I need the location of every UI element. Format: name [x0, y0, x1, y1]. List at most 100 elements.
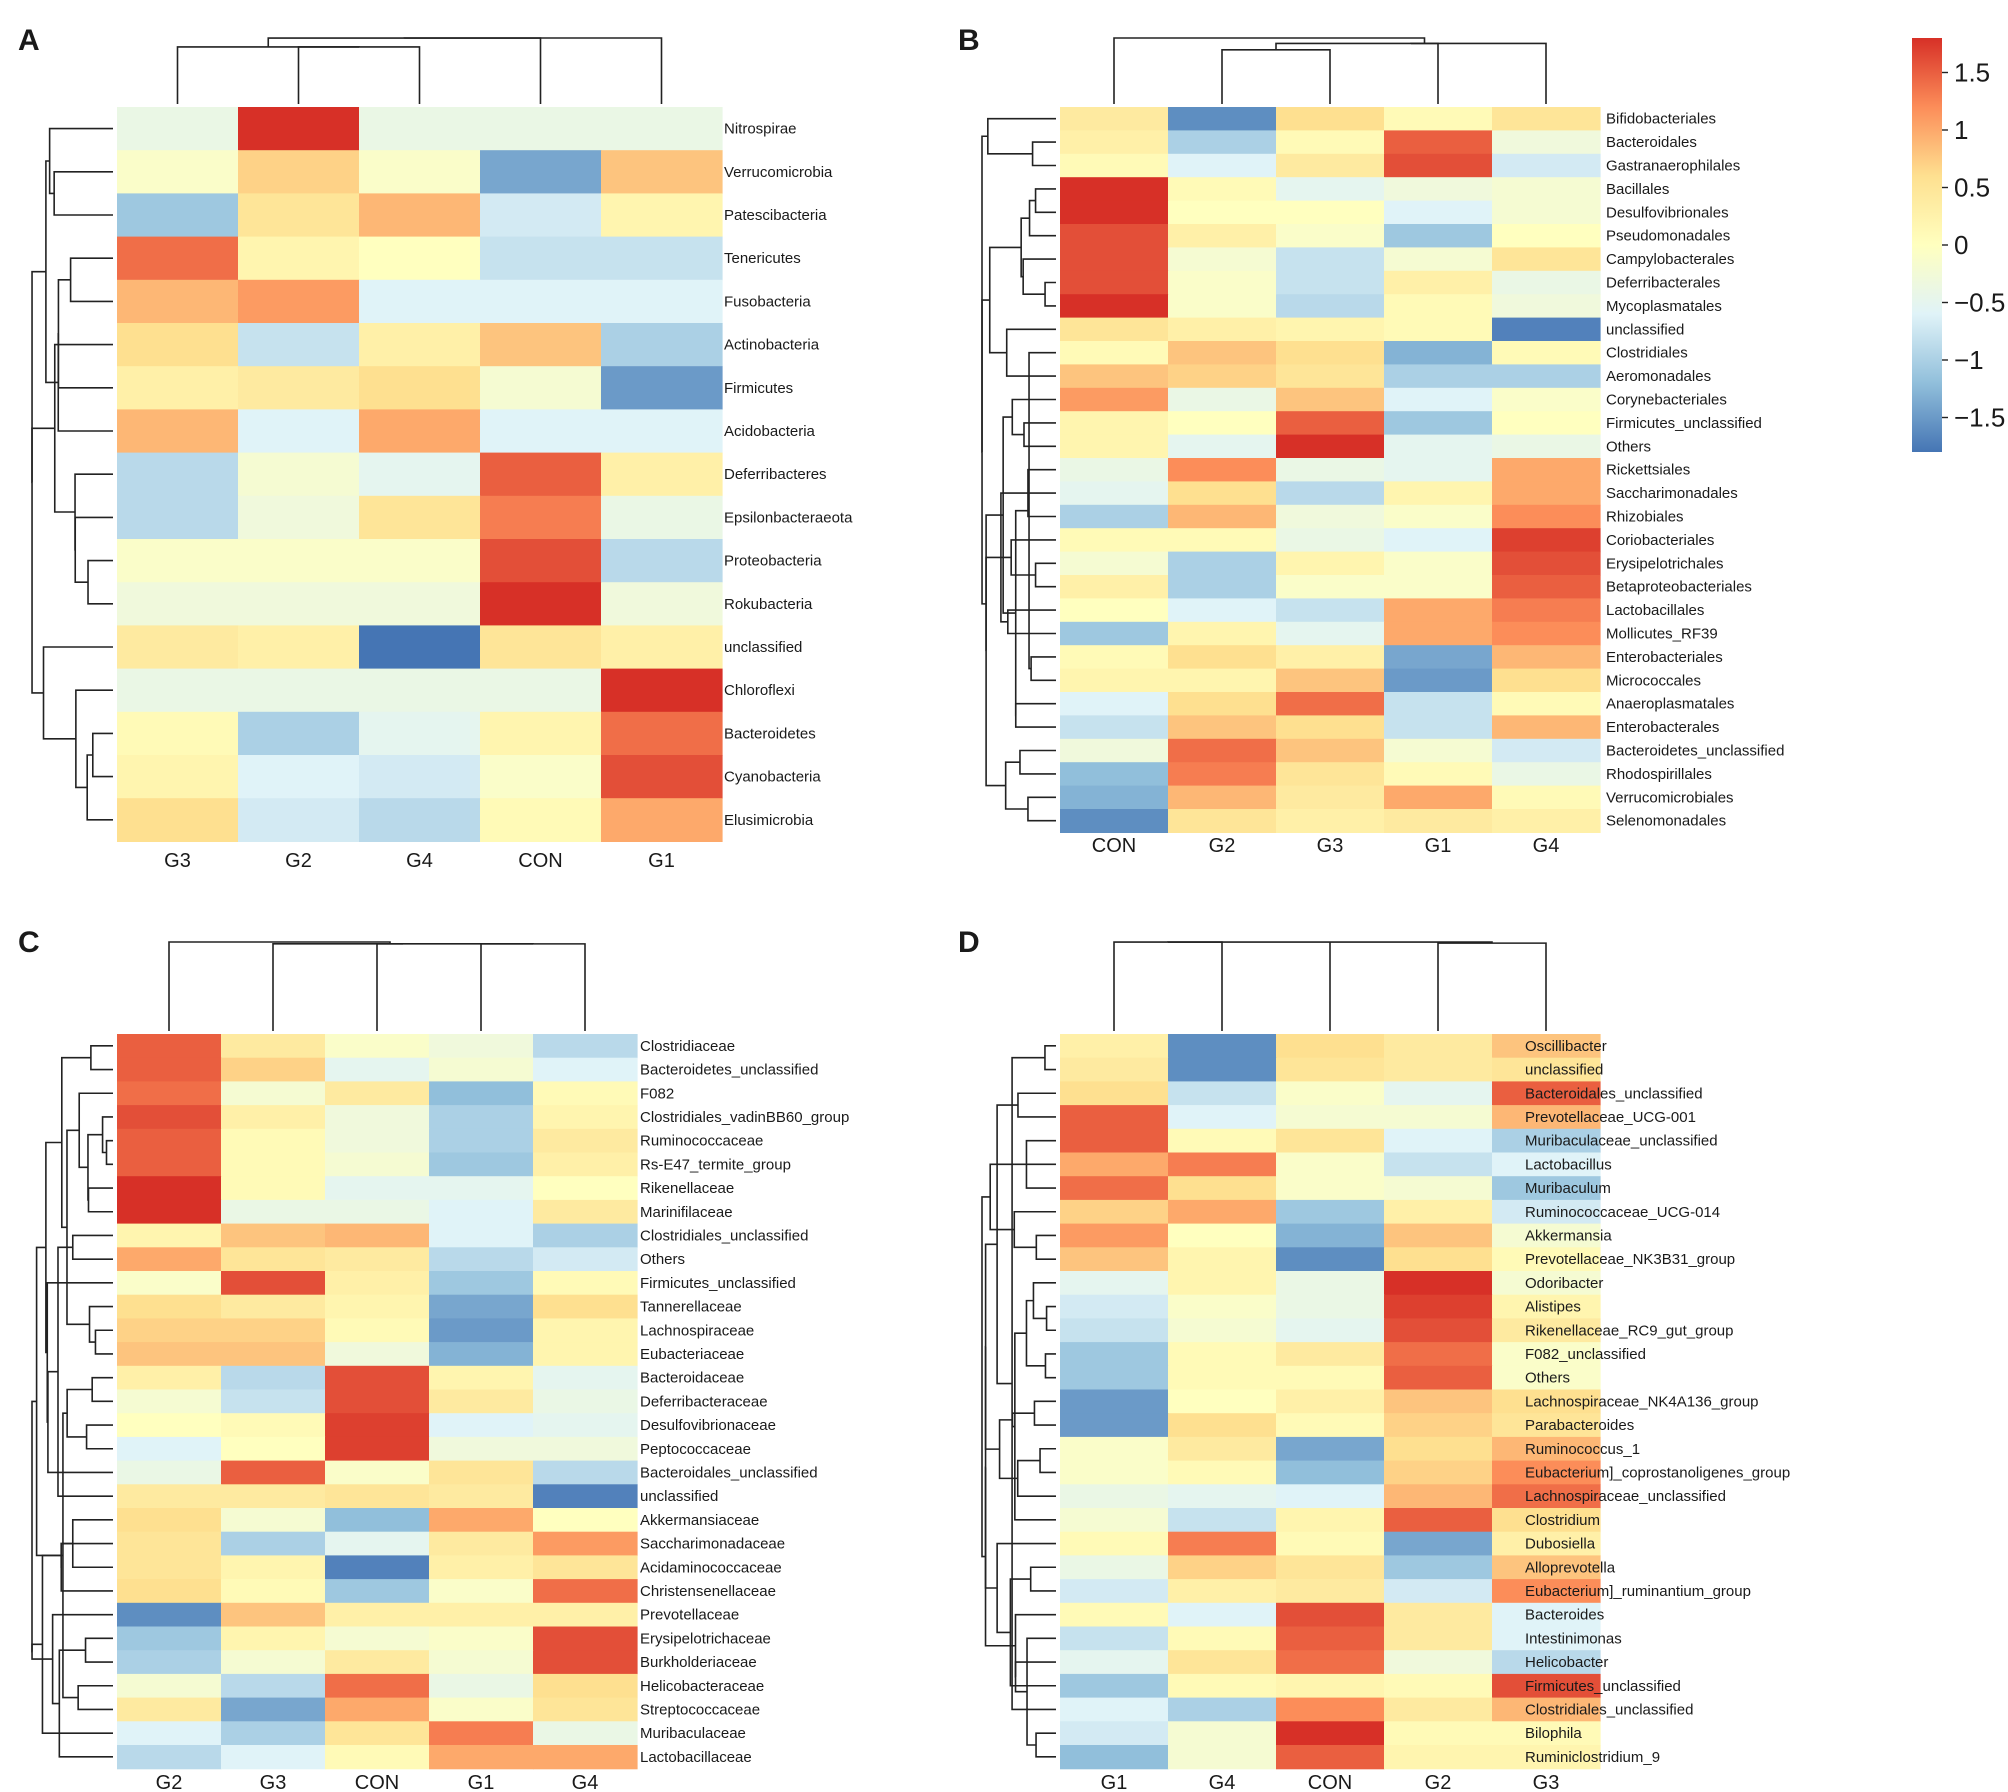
heatmap-cell [1168, 1318, 1277, 1343]
row-label: Akkermansiaceae [640, 1512, 759, 1529]
row-label: Micrococcales [1606, 672, 1701, 689]
heatmap-cell [117, 1436, 222, 1462]
heatmap-cell [1492, 1176, 1601, 1201]
dendrogram-branch [984, 1466, 1016, 1647]
row-label: Alloprevotella [1525, 1559, 1616, 1576]
heatmap-cell [325, 1152, 430, 1177]
heatmap-cell [1492, 1745, 1601, 1770]
row-label: Erysipelotrichaceae [640, 1630, 771, 1647]
row-label: Selenomonadales [1606, 813, 1726, 830]
heatmap-cell [429, 1223, 534, 1248]
heatmap-cell [221, 1342, 326, 1367]
dendrogram-branch [1030, 656, 1056, 682]
row-label: Rokubacteria [724, 596, 813, 613]
heatmap-cell [1060, 809, 1169, 833]
heatmap-cell [1060, 341, 1169, 365]
row-label: Ruminococcaceae_UCG-014 [1525, 1204, 1720, 1221]
heatmap-cell [480, 711, 602, 756]
heatmap-cell [1168, 1199, 1277, 1225]
dendrogram-branch [86, 754, 113, 821]
heatmap-cell [533, 1199, 638, 1225]
heatmap-cell [1492, 1460, 1601, 1485]
heatmap-cell [1060, 1057, 1169, 1082]
heatmap-cell [533, 1247, 638, 1272]
heatmap-cell [1276, 1389, 1385, 1414]
heatmap-cell [1276, 809, 1385, 833]
heatmap-cell [117, 107, 239, 151]
heatmap-cell [1060, 551, 1169, 576]
heatmap-cell [1276, 715, 1385, 740]
row-label: Clostridium [1525, 1512, 1600, 1529]
heatmap-cell [1276, 528, 1385, 553]
row-label: Eubacteriaceae [640, 1346, 744, 1363]
row-dendrogram [981, 117, 1056, 822]
heatmap-cell [1276, 1626, 1385, 1651]
heatmap-cell [1384, 1247, 1493, 1272]
heatmap-cell [1276, 317, 1385, 342]
heatmap-cell [325, 1128, 430, 1154]
heatmap-cell [325, 1460, 430, 1485]
heatmap-cell [601, 582, 723, 626]
heatmap-cell [1492, 1626, 1601, 1651]
heatmap-cell [238, 452, 360, 497]
row-label: Bacteroidaceae [640, 1370, 744, 1387]
heatmap-cell [359, 323, 481, 367]
heatmap-cell [1492, 504, 1601, 529]
heatmap-cell [238, 366, 360, 410]
heatmap-cell [1060, 1650, 1169, 1675]
heatmap-cell [1060, 621, 1169, 646]
heatmap-cell [1384, 1721, 1493, 1746]
heatmap-cell [1384, 645, 1493, 670]
heatmap-cell [221, 1365, 326, 1391]
heatmap-cell [429, 1271, 534, 1296]
heatmap-cell [1168, 1508, 1277, 1533]
heatmap-cell [117, 755, 239, 799]
heatmap-cell [1384, 341, 1493, 365]
heatmap-cell [1492, 1271, 1601, 1296]
row-label: Rhodospirillales [1606, 766, 1712, 783]
heatmap-cell [1168, 668, 1277, 693]
dendrogram-branch [987, 117, 1056, 155]
heatmap-cell [1384, 411, 1493, 436]
heatmap-cell [1276, 1223, 1385, 1248]
heatmap-cell [1168, 809, 1277, 833]
dendrogram-branch [1025, 1299, 1046, 1367]
heatmap-cell [221, 1389, 326, 1414]
heatmap-cell [1492, 364, 1601, 389]
heatmap-cell [238, 582, 360, 626]
column-label: G4 [406, 850, 433, 872]
heatmap-cell [1168, 224, 1277, 248]
heatmap-cell [1168, 1247, 1277, 1272]
heatmap-panel-d: D Oscillibacter unclassified Bacteroidales_… [958, 926, 1790, 1792]
row-label: Verrucomicrobiales [1606, 789, 1734, 806]
heatmap-cell [1384, 1673, 1493, 1699]
dendrogram-branch [42, 646, 113, 740]
heatmap-cell [325, 1697, 430, 1722]
heatmap-cell [1276, 1365, 1385, 1391]
heatmap-cell [601, 798, 723, 842]
dendrogram-branch [45, 160, 59, 384]
heatmap-cell [1060, 107, 1169, 131]
heatmap-cell [359, 366, 481, 410]
dendrogram-branch [1045, 1305, 1056, 1332]
row-label: Oscillibacter [1525, 1038, 1607, 1055]
heatmap-cell [325, 1555, 430, 1580]
heatmap-cell [1384, 598, 1493, 623]
heatmap-cell [1060, 668, 1169, 693]
heatmap-cells [1060, 107, 1601, 833]
row-label: Clostridiales_unclassified [640, 1227, 808, 1244]
heatmap-cell [1276, 1057, 1385, 1082]
row-label: Eubacterium]_coprostanoligenes_group [1525, 1464, 1790, 1481]
row-label: Prevotellaceae_NK3B31_group [1525, 1251, 1735, 1268]
heatmap-cell [1168, 1626, 1277, 1651]
heatmap-cell [221, 1673, 326, 1699]
heatmap-cell [325, 1365, 430, 1391]
heatmap-cell [533, 1484, 638, 1509]
heatmap-cell [533, 1152, 638, 1177]
row-label: Elusimicrobia [724, 812, 814, 829]
heatmap-cell [1276, 738, 1385, 763]
row-label: Odoribacter [1525, 1275, 1603, 1292]
heatmap-cell [1060, 1152, 1169, 1177]
heatmap-cell [1384, 1508, 1493, 1533]
row-label: Tenericutes [724, 250, 801, 267]
